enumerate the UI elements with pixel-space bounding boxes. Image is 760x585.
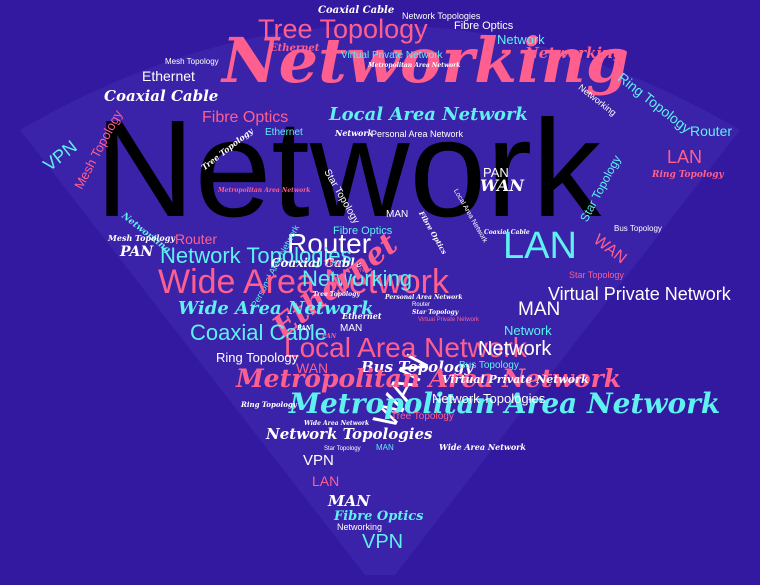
word: Coaxial Cable (484, 229, 530, 236)
word: Wide Area Network (178, 298, 374, 319)
word: Fibre Optics (454, 20, 514, 32)
word: WAN (296, 360, 329, 376)
word: MAN (518, 299, 561, 320)
word: Fibre Optics (333, 225, 393, 237)
word: PAN (322, 333, 337, 340)
word: Mesh Topology (165, 57, 219, 66)
word: Bus Topology (459, 360, 519, 371)
word: Network (335, 128, 374, 138)
word: Personal Area Network (371, 129, 464, 139)
word: Router (287, 228, 372, 259)
word: Network (478, 338, 552, 360)
word: WAN (480, 176, 524, 195)
word: Metropolitan Area Network (236, 364, 622, 393)
word: MAN (376, 443, 394, 452)
word: Network (504, 323, 552, 338)
word: PAN (120, 244, 154, 260)
word: MAN (386, 209, 409, 220)
word: Local Area Network (284, 332, 527, 363)
word: Metropolitan Area Network (289, 387, 721, 420)
word: Fibre Optics (334, 509, 424, 524)
word: Coaxial Cable (190, 320, 327, 345)
word: Local Area Network (329, 104, 528, 125)
word: Networking (302, 266, 413, 291)
word: Fibre Optics (202, 109, 289, 126)
word: Tree Topology (313, 291, 360, 298)
word: VPN (303, 452, 334, 469)
word: Star Topology (569, 270, 624, 280)
word: Ethernet (142, 68, 195, 84)
word: Bus Topology (361, 358, 474, 376)
word: Star Topology (324, 446, 361, 452)
word: Mesh Topology (108, 233, 175, 243)
word: Coaxial Cable (104, 87, 219, 105)
word: MAN (340, 323, 363, 334)
word: Tree Topology (258, 14, 428, 44)
word: Virtual Private Network (418, 317, 479, 323)
word: Star Topology (412, 309, 459, 316)
word: LAN (503, 225, 577, 267)
word: Coaxial Cable (271, 256, 363, 270)
word: Virtual Private Network (341, 50, 443, 61)
word: Metropolitan Area Network (368, 62, 461, 69)
word: Networking (337, 522, 383, 532)
word: Virtual Private Network (442, 373, 589, 386)
word: Network (497, 32, 545, 47)
word: Ring Topology (216, 350, 299, 365)
word: Bus Topology (614, 224, 662, 233)
word: Network Topologies (160, 243, 352, 268)
word: Metropolitan Area Network (218, 187, 311, 194)
word: Router (175, 231, 218, 247)
word: LAN (312, 473, 340, 489)
word: Router (412, 302, 431, 308)
word: Ethernet (342, 311, 382, 321)
word: Network Topologies (402, 11, 481, 21)
word-networking-large: Networking (222, 24, 630, 97)
word: VPN (362, 531, 404, 553)
word: Ring Topology (652, 170, 724, 180)
word: VPN (324, 259, 341, 268)
word: PAN (297, 325, 312, 332)
word: Personal Area Network (385, 294, 463, 301)
word: Network Topologies (266, 425, 433, 443)
word: Wide Area Network (158, 263, 449, 301)
word: Router (690, 123, 733, 139)
word: PAN (483, 165, 509, 180)
word: Ethernet (270, 43, 320, 54)
word: Virtual Private Network (548, 284, 731, 304)
word: Wide Area Network (304, 420, 370, 427)
word: Wide Area Network (439, 442, 526, 452)
word: Ring Topology (241, 400, 297, 409)
word: LAN (667, 147, 703, 167)
word: Network Topologies (432, 391, 546, 406)
word-network-large: Network (95, 92, 602, 246)
word: Coaxial Cable (318, 5, 395, 16)
word: Networking (525, 44, 624, 62)
word: Ethernet (265, 127, 303, 138)
word: Tree Topology (391, 411, 454, 422)
word: MAN (328, 492, 370, 510)
word: VPN (352, 268, 365, 274)
